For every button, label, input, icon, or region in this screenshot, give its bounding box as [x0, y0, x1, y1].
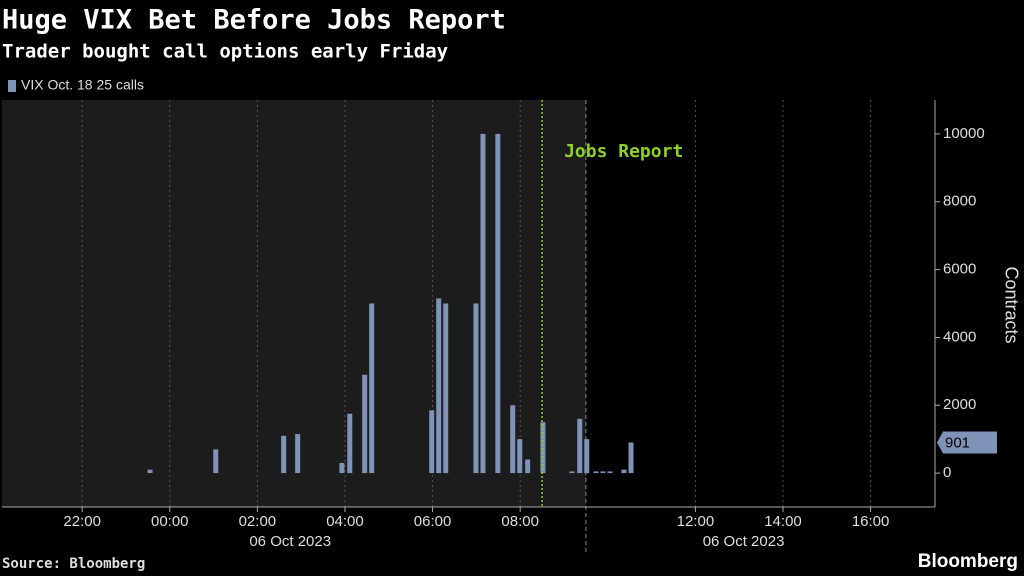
bar [436, 298, 442, 474]
bar [540, 422, 546, 474]
y-axis-label: Contracts [1001, 266, 1021, 343]
y-tick-label: 10000 [943, 125, 985, 142]
annotation-label: Jobs Report [564, 141, 683, 162]
bar [147, 469, 153, 474]
bar [295, 434, 301, 474]
y-tick-label: 0 [943, 464, 951, 481]
bar [600, 471, 606, 474]
x-date-label: 06 Oct 2023 [249, 533, 331, 550]
y-tick-label: 4000 [943, 328, 976, 345]
legend-label: VIX Oct. 18 25 calls [21, 77, 144, 93]
bar [281, 435, 287, 474]
x-tick-label: 22:00 [63, 513, 101, 530]
bar [339, 462, 345, 474]
bar [443, 303, 449, 474]
bar [510, 405, 516, 474]
x-tick-label: 00:00 [151, 513, 189, 530]
bar [213, 449, 219, 474]
bar [577, 418, 583, 474]
bar [347, 413, 353, 474]
bar [593, 471, 599, 474]
brand: Bloomberg [918, 551, 1018, 572]
bar [569, 471, 575, 474]
chart-subtitle: Trader bought call options early Friday [2, 41, 448, 63]
bar [480, 133, 486, 474]
x-tick-label: 08:00 [501, 513, 539, 530]
last-value-label: 901 [945, 434, 970, 451]
bar [584, 439, 590, 474]
last-value-box [937, 431, 997, 454]
chart-title: Huge VIX Bet Before Jobs Report [2, 5, 506, 36]
bar [621, 469, 627, 474]
legend-swatch [8, 80, 16, 92]
bar [517, 439, 523, 474]
x-tick-label: 04:00 [326, 513, 364, 530]
x-tick-label: 06:00 [414, 513, 452, 530]
pre-market-shade [2, 100, 586, 507]
source: Source: Bloomberg [2, 556, 145, 572]
x-tick-label: 16:00 [852, 513, 890, 530]
x-tick-label: 14:00 [764, 513, 802, 530]
bar [473, 303, 479, 474]
bar [362, 374, 368, 474]
x-date-label: 06 Oct 2023 [703, 533, 785, 550]
bar [628, 442, 634, 474]
bar [369, 303, 375, 474]
y-tick-label: 2000 [943, 396, 976, 413]
bar [607, 471, 613, 474]
x-tick-label: 02:00 [239, 513, 277, 530]
bar [429, 410, 435, 474]
bar [525, 459, 531, 474]
y-tick-label: 6000 [943, 261, 976, 278]
bar [495, 133, 501, 474]
y-tick-label: 8000 [943, 193, 976, 210]
x-tick-label: 12:00 [677, 513, 715, 530]
